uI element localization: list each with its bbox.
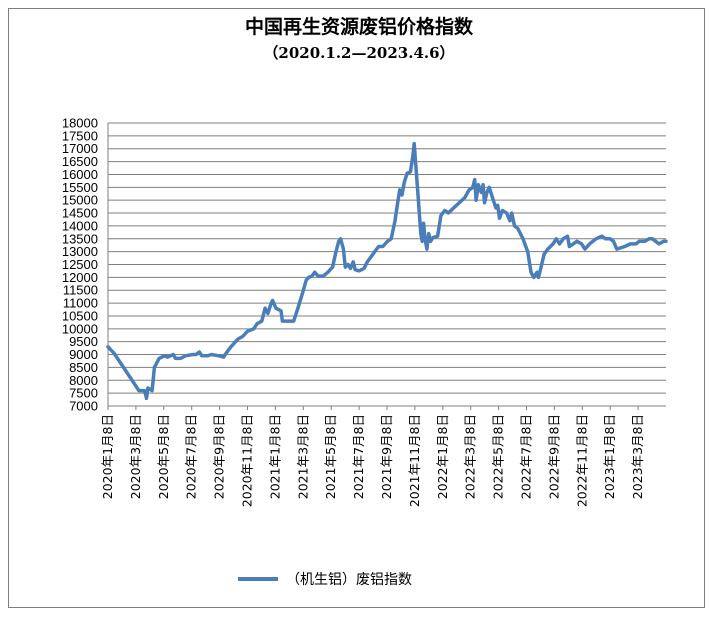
chart-title: 中国再生资源废铝价格指数 xyxy=(244,16,473,38)
x-tick-label: 2021年7月8日 xyxy=(351,414,366,499)
x-tick-label: 2022年3月8日 xyxy=(463,414,478,499)
y-tick-label: 9000 xyxy=(69,347,98,362)
y-tick-label: 7500 xyxy=(69,386,98,401)
y-tick-label: 12000 xyxy=(62,270,98,285)
x-axis xyxy=(107,123,666,410)
y-tick-label: 13500 xyxy=(62,231,98,246)
y-tick-label: 14000 xyxy=(62,218,98,233)
x-tick-label: 2020年5月8日 xyxy=(156,414,171,499)
series-layer xyxy=(106,141,668,401)
y-tick-label: 8500 xyxy=(69,360,98,375)
y-tick-label: 16000 xyxy=(62,167,98,182)
legend-label: （机生铝）废铝指数 xyxy=(286,572,412,588)
chart-frame xyxy=(8,8,705,608)
x-tick-label: 2023年1月8日 xyxy=(602,414,617,499)
y-tick-label: 14500 xyxy=(62,206,98,221)
y-tick-label: 12500 xyxy=(62,257,98,272)
y-tick-label: 11000 xyxy=(63,296,98,311)
y-tick-label: 15500 xyxy=(62,180,98,195)
y-axis-labels: 7000750080008500900095001000010500110001… xyxy=(62,116,98,414)
y-tick-label: 10000 xyxy=(62,321,98,336)
x-tick-label: 2021年3月8日 xyxy=(295,414,310,499)
x-axis-labels: 2020年1月8日 2020年3月8日 2020年5月8日 2020年7月8日 2020… xyxy=(100,414,645,507)
x-tick-label: 2022年9月8日 xyxy=(546,414,561,499)
x-tick-label: 2021年9月8日 xyxy=(379,414,394,499)
y-tick-label: 11500 xyxy=(63,283,98,298)
y-tick-label: 8000 xyxy=(69,373,98,388)
x-tick-label: 2022年11月8日 xyxy=(574,414,589,507)
chart-subtitle: （2020.1.2—2023.4.6） xyxy=(263,44,455,62)
x-tick-label: 2022年1月8日 xyxy=(435,414,450,499)
y-tick-label: 17500 xyxy=(62,128,98,143)
legend: （机生铝）废铝指数 xyxy=(238,569,412,589)
grid-lines xyxy=(108,122,666,407)
y-tick-label: 13000 xyxy=(62,244,98,259)
x-tick-label: 2022年5月8日 xyxy=(491,414,506,499)
x-tick-label: 2020年9月8日 xyxy=(212,414,227,499)
series-line xyxy=(106,141,668,401)
x-tick-label: 2020年7月8日 xyxy=(184,414,199,499)
y-tick-label: 9500 xyxy=(69,334,98,349)
y-tick-label: 16500 xyxy=(62,154,98,169)
x-tick-label: 2023年3月8日 xyxy=(630,414,645,499)
x-tick-label: 2020年1月8日 xyxy=(100,414,115,499)
y-tick-label: 10500 xyxy=(62,308,98,323)
y-tick-label: 7000 xyxy=(69,399,98,414)
x-tick-label: 2022年7月8日 xyxy=(519,414,534,499)
x-tick-label: 2020年11月8日 xyxy=(240,414,255,507)
legend-swatch xyxy=(238,577,278,581)
y-tick-label: 18000 xyxy=(62,116,98,131)
y-tick-label: 17000 xyxy=(62,141,98,156)
x-tick-label: 2021年5月8日 xyxy=(323,414,338,499)
x-tick-label: 2021年11月8日 xyxy=(407,414,422,507)
x-tick-label: 2020年3月8日 xyxy=(128,414,143,499)
y-tick-label: 15000 xyxy=(62,193,98,208)
x-tick-label: 2021年1月8日 xyxy=(267,414,282,499)
